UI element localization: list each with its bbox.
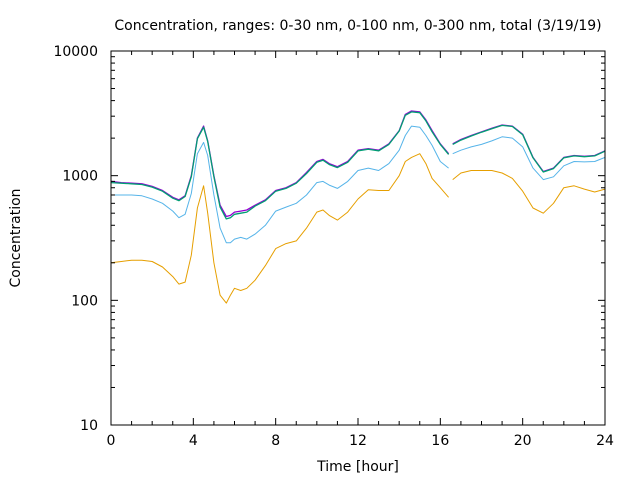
x-tick-label-4: 4 — [189, 433, 198, 449]
x-tick-label-24: 24 — [596, 433, 614, 449]
x-tick-label-8: 8 — [271, 433, 280, 449]
x-tick-label-20: 20 — [514, 433, 532, 449]
y-tick-label-100: 100 — [71, 293, 98, 309]
y-tick-label-10: 10 — [80, 418, 98, 434]
y-tick-label-1000: 1000 — [62, 169, 98, 185]
y-axis-label: Concentration — [8, 188, 24, 287]
x-axis-label: Time [hour] — [316, 459, 399, 475]
series-line-4-segment-1 — [110, 153, 449, 304]
x-tick-label-12: 12 — [349, 433, 367, 449]
series-line-4-segment-2 — [452, 170, 606, 214]
x-tick-label-0: 0 — [107, 433, 116, 449]
series-line-2-segment-2 — [452, 124, 606, 173]
chart-title: Concentration, ranges: 0-30 nm, 0-100 nm… — [114, 18, 601, 34]
series-line-3-segment-2 — [452, 136, 606, 181]
y-tick-label-10000: 10000 — [53, 44, 98, 60]
series-line-3-segment-1 — [111, 125, 449, 244]
series-line-2-segment-1 — [110, 111, 450, 220]
axis-layer: 0 4 8 12 16 20 24 10 100 1000 10000 — [53, 44, 614, 449]
x-tick-label-16: 16 — [431, 433, 449, 449]
series-layer — [110, 110, 606, 304]
